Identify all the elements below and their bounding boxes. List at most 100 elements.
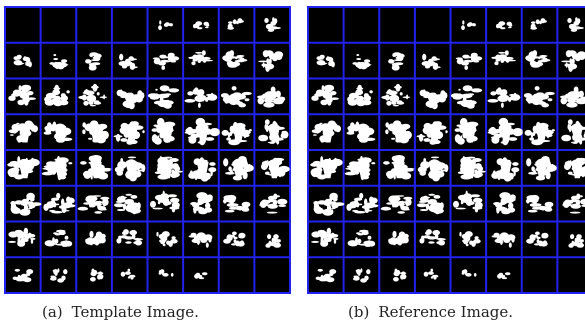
slice-cell bbox=[112, 258, 147, 292]
slice-cell bbox=[219, 8, 254, 42]
slice-cell bbox=[219, 43, 254, 78]
slice-cell bbox=[451, 151, 486, 185]
slice-cell bbox=[219, 79, 254, 114]
slice-cell bbox=[380, 222, 414, 257]
slice-cell bbox=[522, 258, 557, 292]
slice-cell bbox=[112, 115, 147, 149]
template-image-grid bbox=[6, 8, 290, 292]
slice-cell bbox=[77, 222, 111, 257]
slice-cell bbox=[255, 258, 289, 292]
slice-cell bbox=[558, 222, 585, 257]
slice-cell bbox=[309, 222, 343, 257]
slice-cell bbox=[380, 258, 414, 292]
slice-cell bbox=[522, 79, 557, 114]
slice-cell bbox=[558, 8, 585, 42]
slice-cell bbox=[415, 186, 450, 221]
slice-cell bbox=[451, 258, 486, 292]
slice-cell bbox=[451, 43, 486, 78]
slice-cell bbox=[219, 186, 254, 221]
slice-cell bbox=[41, 115, 76, 149]
slice-cell bbox=[309, 258, 343, 292]
slice-cell bbox=[380, 43, 414, 78]
slice-cell bbox=[451, 222, 486, 257]
slice-cell bbox=[255, 115, 289, 149]
slice-cell bbox=[219, 115, 254, 149]
slice-cell bbox=[41, 222, 76, 257]
slice-cell bbox=[77, 115, 111, 149]
slice-cell bbox=[184, 79, 218, 114]
slice-cell bbox=[558, 43, 585, 78]
slice-cell bbox=[344, 115, 379, 149]
slice-cell bbox=[309, 43, 343, 78]
slice-cell bbox=[487, 151, 521, 185]
slice-cell bbox=[184, 151, 218, 185]
slice-cell bbox=[6, 115, 40, 149]
caption-template-tag: (a) bbox=[42, 303, 63, 321]
slice-cell bbox=[309, 151, 343, 185]
slice-cell bbox=[522, 115, 557, 149]
slice-cell bbox=[451, 8, 486, 42]
slice-cell bbox=[450, 79, 486, 114]
slice-cell bbox=[41, 258, 76, 292]
slice-cell bbox=[148, 258, 183, 292]
slice-cell bbox=[415, 115, 450, 149]
slice-cell bbox=[184, 258, 218, 292]
slice-cell bbox=[309, 8, 343, 42]
slice-cell bbox=[344, 8, 379, 42]
slice-cell bbox=[487, 8, 521, 42]
slice-cell bbox=[219, 222, 254, 257]
slice-cell bbox=[380, 79, 414, 114]
slice-cell bbox=[41, 8, 76, 42]
slice-cell bbox=[112, 186, 147, 221]
slice-cell bbox=[255, 79, 289, 114]
slice-cell bbox=[558, 115, 585, 149]
slice-cell bbox=[558, 79, 585, 114]
slice-cell bbox=[112, 43, 147, 78]
slice-cell bbox=[344, 151, 379, 185]
reference-image-grid bbox=[309, 8, 585, 292]
slice-cell bbox=[380, 8, 414, 42]
slice-cell bbox=[344, 258, 379, 292]
slice-cell bbox=[41, 186, 76, 221]
slice-cell bbox=[184, 186, 218, 221]
caption-reference: (b) Reference Image. bbox=[348, 303, 513, 321]
slice-cell bbox=[6, 258, 40, 292]
slice-cell bbox=[148, 186, 183, 221]
slice-cell bbox=[415, 258, 450, 292]
slice-cell bbox=[487, 115, 524, 149]
slice-cell bbox=[112, 151, 147, 185]
slice-cell bbox=[344, 186, 379, 221]
reference-image-montage bbox=[307, 6, 585, 294]
slice-cell bbox=[6, 222, 40, 257]
slice-cell bbox=[77, 79, 111, 114]
slice-cell bbox=[112, 222, 147, 257]
caption-reference-tag: (b) bbox=[348, 303, 370, 321]
slice-cell bbox=[255, 186, 289, 221]
slice-cell bbox=[77, 258, 111, 292]
slice-cell bbox=[487, 79, 521, 114]
slice-cell bbox=[147, 79, 183, 114]
slice-cell bbox=[41, 151, 76, 185]
template-image-montage bbox=[4, 6, 291, 294]
slice-cell bbox=[487, 186, 521, 221]
slice-cell bbox=[415, 151, 450, 185]
slice-cell bbox=[522, 222, 557, 257]
slice-cell bbox=[6, 151, 40, 185]
slice-cell bbox=[184, 43, 218, 78]
slice-cell bbox=[6, 79, 40, 114]
caption-template: (a) Template Image. bbox=[42, 303, 199, 321]
slice-cell bbox=[77, 186, 111, 221]
slice-cell bbox=[219, 258, 254, 292]
caption-reference-text: Reference Image. bbox=[378, 303, 514, 321]
slice-cell bbox=[344, 79, 379, 114]
slice-cell bbox=[148, 222, 183, 257]
slice-cell bbox=[451, 186, 486, 221]
slice-cell bbox=[487, 258, 521, 292]
slice-cell bbox=[148, 43, 183, 78]
slice-cell bbox=[558, 258, 585, 292]
slice-cell bbox=[148, 151, 183, 185]
slice-cell bbox=[77, 151, 112, 185]
slice-cell bbox=[41, 79, 76, 114]
slice-cell bbox=[41, 43, 76, 78]
slice-cell bbox=[380, 151, 415, 185]
